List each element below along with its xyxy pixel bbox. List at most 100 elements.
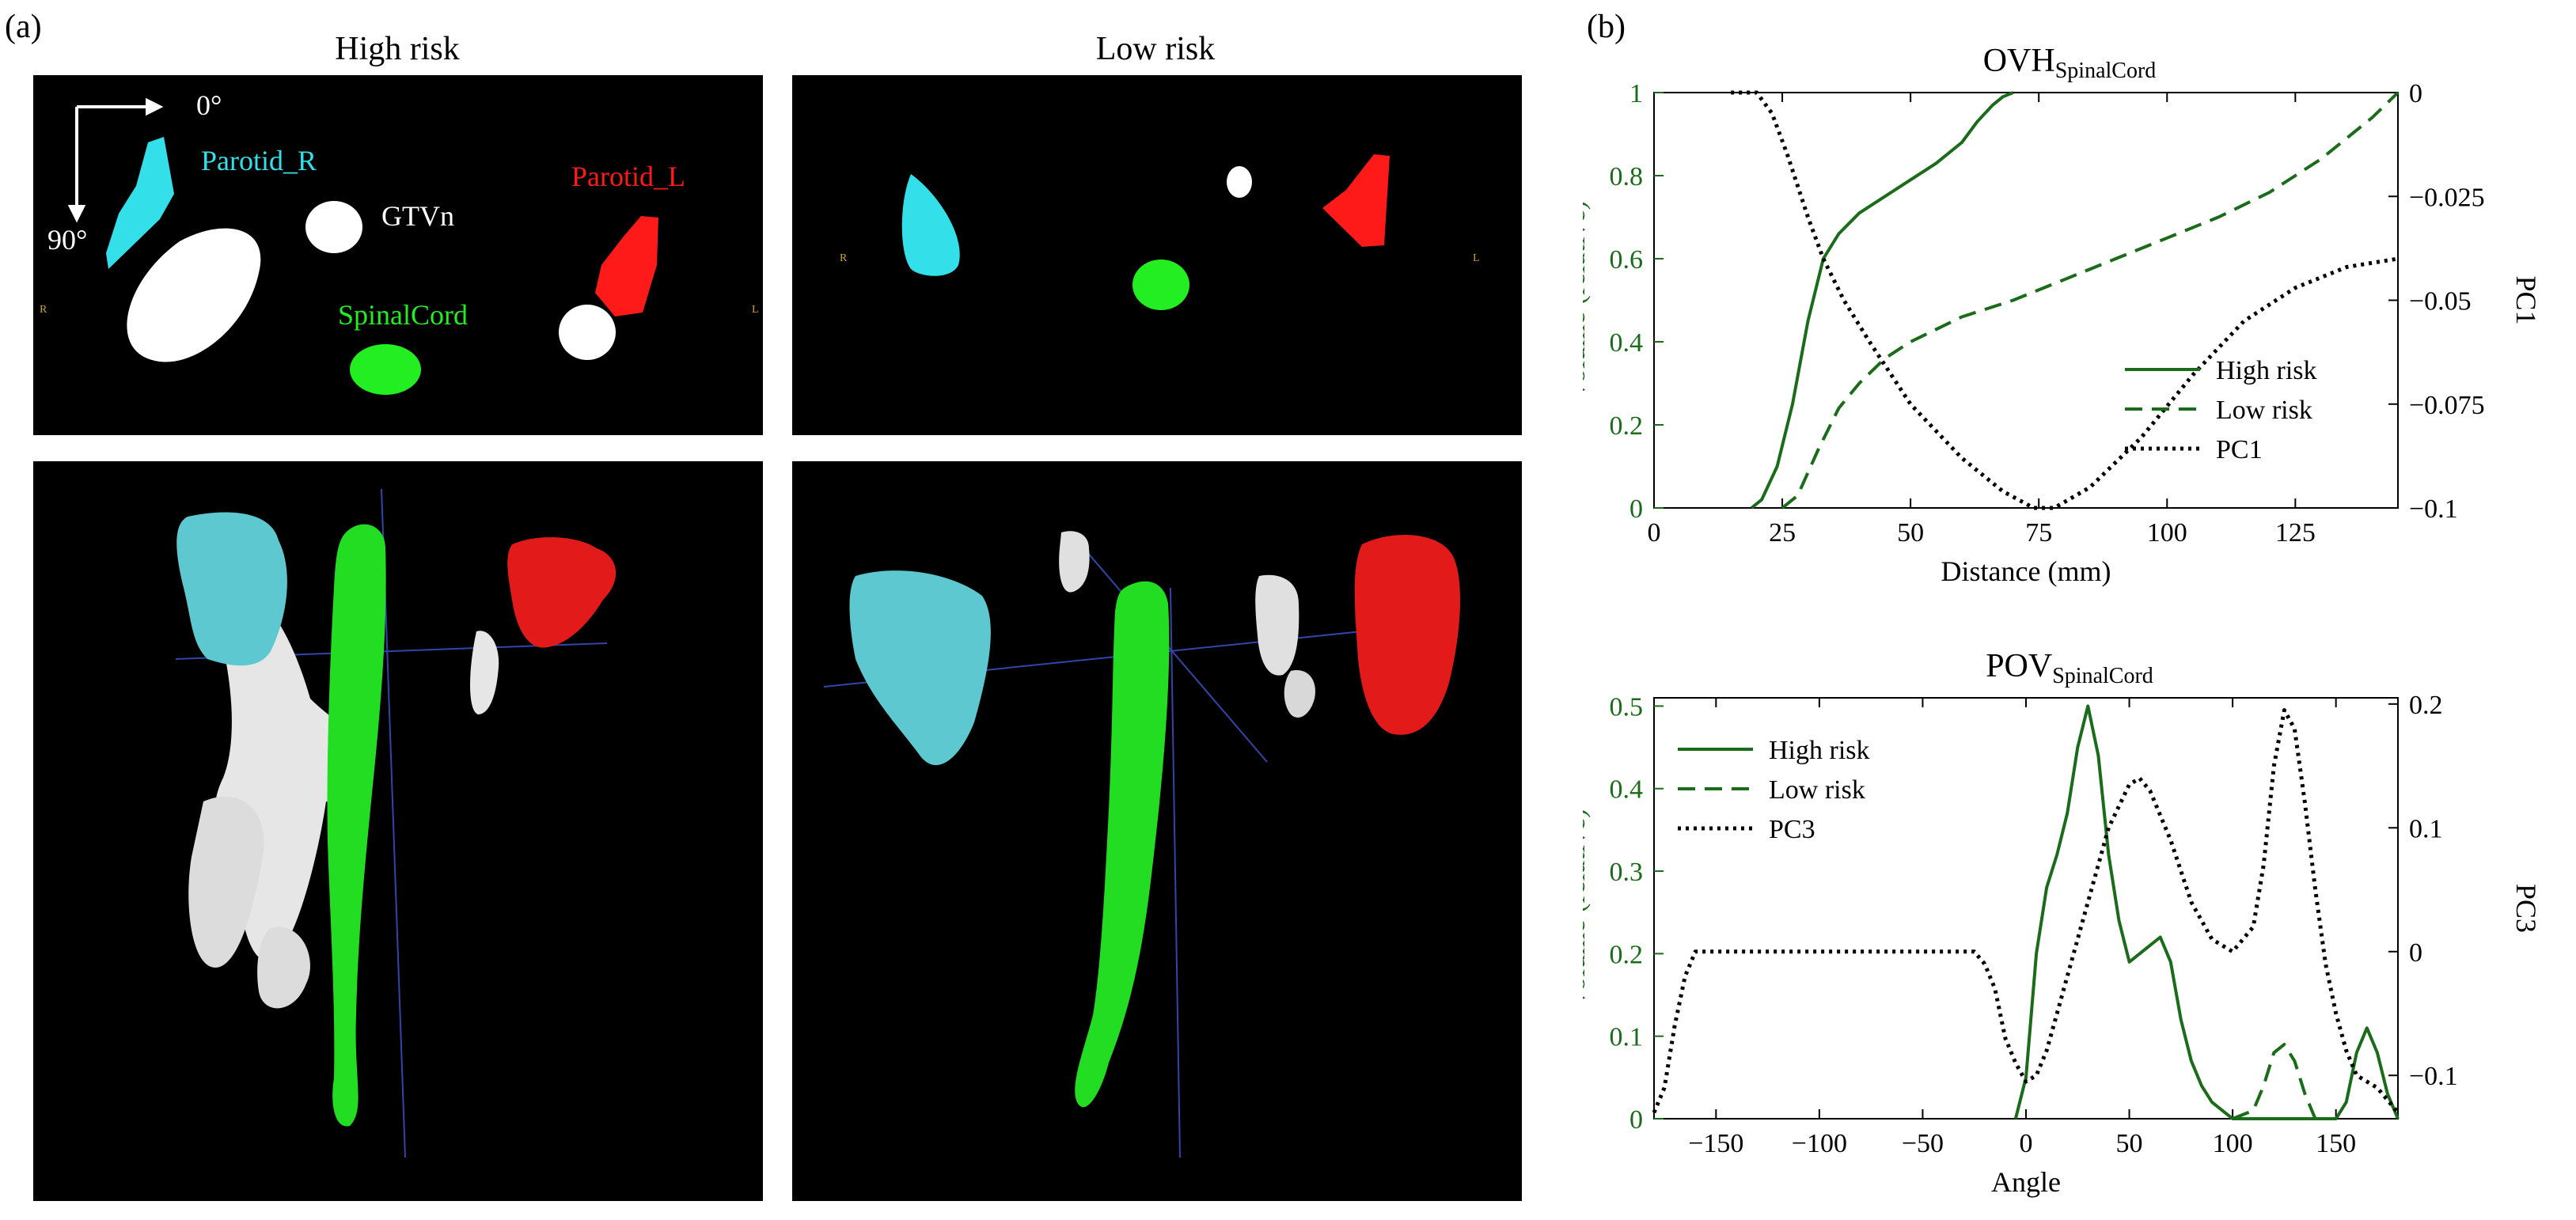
side-mark-left: L bbox=[752, 304, 759, 316]
parotid-r-shape-low bbox=[901, 174, 960, 276]
angle-90-label: 90° bbox=[47, 224, 87, 256]
parotid-l-3d-low bbox=[1354, 535, 1461, 735]
angle-0-label: 0° bbox=[196, 89, 222, 121]
y2-tick-label: 0.2 bbox=[2409, 691, 2443, 720]
x-tick-label: −150 bbox=[1688, 1129, 1743, 1158]
x-tick-label: 25 bbox=[1769, 518, 1796, 547]
spinal-cord-3d-low bbox=[1075, 581, 1170, 1108]
spinal-cord-shape-low bbox=[1132, 260, 1189, 310]
high-risk-axial-slice: 0° 90° Parotid_R GTVn Parotid_L SpinalCo… bbox=[33, 75, 763, 435]
x-tick-label: −100 bbox=[1792, 1129, 1847, 1158]
gtvn-3d-lower bbox=[188, 796, 264, 968]
legend-label: Low risk bbox=[1769, 775, 1865, 805]
gtvn-node-large bbox=[127, 228, 261, 362]
parotid-r-shape bbox=[106, 137, 174, 269]
y2-tick-label: 0 bbox=[2409, 938, 2422, 968]
y-tick-label: 0.8 bbox=[1610, 162, 1644, 191]
x-tick-label: 50 bbox=[2116, 1129, 2143, 1158]
x-tick-label: 150 bbox=[2316, 1129, 2356, 1158]
parotid-l-3d bbox=[507, 536, 616, 648]
y-axis-label: Volume (relative) bbox=[1583, 200, 1591, 400]
spinal-cord-shape bbox=[350, 344, 421, 395]
y-tick-label: 0.2 bbox=[1610, 940, 1644, 969]
parotid-l-label: Parotid_L bbox=[571, 161, 685, 192]
y-tick-label: 0.3 bbox=[1610, 858, 1644, 887]
gtvn-3d-bottom bbox=[257, 926, 310, 1009]
legend-label: High risk bbox=[1769, 736, 1870, 765]
series-line-high-risk bbox=[2013, 704, 2400, 1120]
y2-tick-label: 0.1 bbox=[2409, 814, 2443, 843]
x-tick-label: 125 bbox=[2275, 518, 2316, 547]
y2-tick-label: −0.075 bbox=[2409, 391, 2485, 420]
parotid-r-label: Parotid_R bbox=[201, 145, 317, 176]
x-tick-label: 50 bbox=[1897, 518, 1924, 547]
y2-axis-label: PC1 bbox=[2510, 275, 2542, 324]
x-tick-label: −50 bbox=[1902, 1129, 1944, 1158]
y-tick-label: 0.5 bbox=[1610, 692, 1644, 722]
x-axis-label: Distance (mm) bbox=[1941, 555, 2111, 587]
gtvn-3d-upper-low bbox=[1059, 531, 1090, 593]
y-tick-label: 0.6 bbox=[1610, 245, 1644, 275]
y-tick-label: 0 bbox=[1629, 494, 1643, 524]
ovh-chart-title: OVHSpinalCord bbox=[1983, 43, 2157, 83]
x-axis-label: Angle bbox=[1991, 1166, 2061, 1198]
ovh-plot-area: 0 25 50 75 100 125 0 0.2 0.4 0.6 0.8 1 0 −0.025 −0.05 −… bbox=[1583, 79, 2542, 587]
y-tick-label: 0.4 bbox=[1610, 775, 1644, 805]
x-tick-label: 100 bbox=[2213, 1129, 2253, 1158]
parotid-l-shape bbox=[595, 216, 658, 316]
gtvn-3d-left bbox=[470, 631, 499, 714]
series-line-low-risk bbox=[2232, 1043, 2317, 1120]
panel-b-label: (b) bbox=[1587, 9, 1626, 45]
low-risk-axial-slice: R L bbox=[792, 75, 1522, 435]
y-tick-label: 0.1 bbox=[1610, 1023, 1644, 1052]
spinal-cord-label: SpinalCord bbox=[338, 299, 468, 331]
pov-chart-title: POVSpinalCord bbox=[1986, 648, 2153, 688]
gtvn-node-left bbox=[559, 305, 616, 360]
y2-tick-label: −0.1 bbox=[2409, 494, 2458, 524]
high-risk-3d-render bbox=[33, 461, 763, 1201]
y-axis-label: Volume (relative) bbox=[1583, 809, 1591, 1008]
pov-chart: POVSpinalCord −150 −100 −50 0 50 100 150 0 0.1 0.… bbox=[1583, 648, 2542, 1198]
y2-tick-label: −0.1 bbox=[2409, 1062, 2458, 1091]
plot-frame bbox=[1653, 697, 2399, 1120]
high-risk-title: High risk bbox=[335, 31, 460, 67]
gtvn-node-small bbox=[305, 201, 362, 253]
parotid-l-shape-low bbox=[1322, 154, 1390, 247]
y2-tick-label: −0.05 bbox=[2409, 287, 2472, 316]
x-tick-label: 100 bbox=[2147, 518, 2187, 547]
y2-tick-label: 0 bbox=[2409, 79, 2422, 108]
low-risk-title: Low risk bbox=[1095, 31, 1216, 67]
legend-label: PC3 bbox=[1769, 815, 1815, 844]
x-tick-label: 75 bbox=[2025, 518, 2052, 547]
gtvn-node-low bbox=[1227, 166, 1252, 198]
series-line-pc3 bbox=[1652, 708, 2400, 1114]
series-line-low-risk bbox=[1781, 91, 2400, 510]
parotid-r-3d-low bbox=[849, 570, 991, 766]
panel-a-label: (a) bbox=[5, 9, 42, 45]
legend-label: High risk bbox=[2216, 356, 2317, 385]
spinal-cord-3d bbox=[327, 524, 386, 1127]
gtvn-3d-small-low bbox=[1284, 670, 1315, 718]
side-mark-right: R bbox=[40, 304, 47, 316]
y-tick-label: 1 bbox=[1629, 79, 1643, 108]
plot-frame bbox=[1653, 92, 2399, 509]
y2-tick-label: −0.025 bbox=[2409, 183, 2485, 212]
legend-label: PC1 bbox=[2216, 435, 2263, 464]
y-tick-label: 0.2 bbox=[1610, 411, 1644, 441]
y2-axis-label: PC3 bbox=[2510, 884, 2542, 933]
legend-label: Low risk bbox=[2216, 396, 2312, 425]
gtvn-3d-mid-low bbox=[1255, 574, 1299, 676]
parotid-r-3d bbox=[176, 512, 287, 666]
pov-plot-area: −150 −100 −50 0 50 100 150 0 0.1 0.2 0.3 0.4 0.5 −0.1… bbox=[1583, 691, 2542, 1198]
orientation-arrows bbox=[67, 97, 164, 223]
series-line-pc1 bbox=[1731, 90, 2399, 510]
series-line-high-risk bbox=[1750, 91, 2014, 510]
y-tick-label: 0 bbox=[1629, 1105, 1643, 1135]
side-mark-right-low: R bbox=[840, 252, 848, 264]
gtvn-label: GTVn bbox=[381, 200, 454, 232]
x-tick-label: 0 bbox=[1648, 518, 1661, 547]
side-mark-left-low: L bbox=[1473, 252, 1480, 264]
y-tick-label: 0.4 bbox=[1610, 328, 1644, 358]
low-risk-3d-render bbox=[792, 461, 1522, 1201]
ovh-chart: OVHSpinalCord 0 25 50 75 100 125 0 0.2 0.4 0.6 0.8… bbox=[1583, 43, 2542, 587]
